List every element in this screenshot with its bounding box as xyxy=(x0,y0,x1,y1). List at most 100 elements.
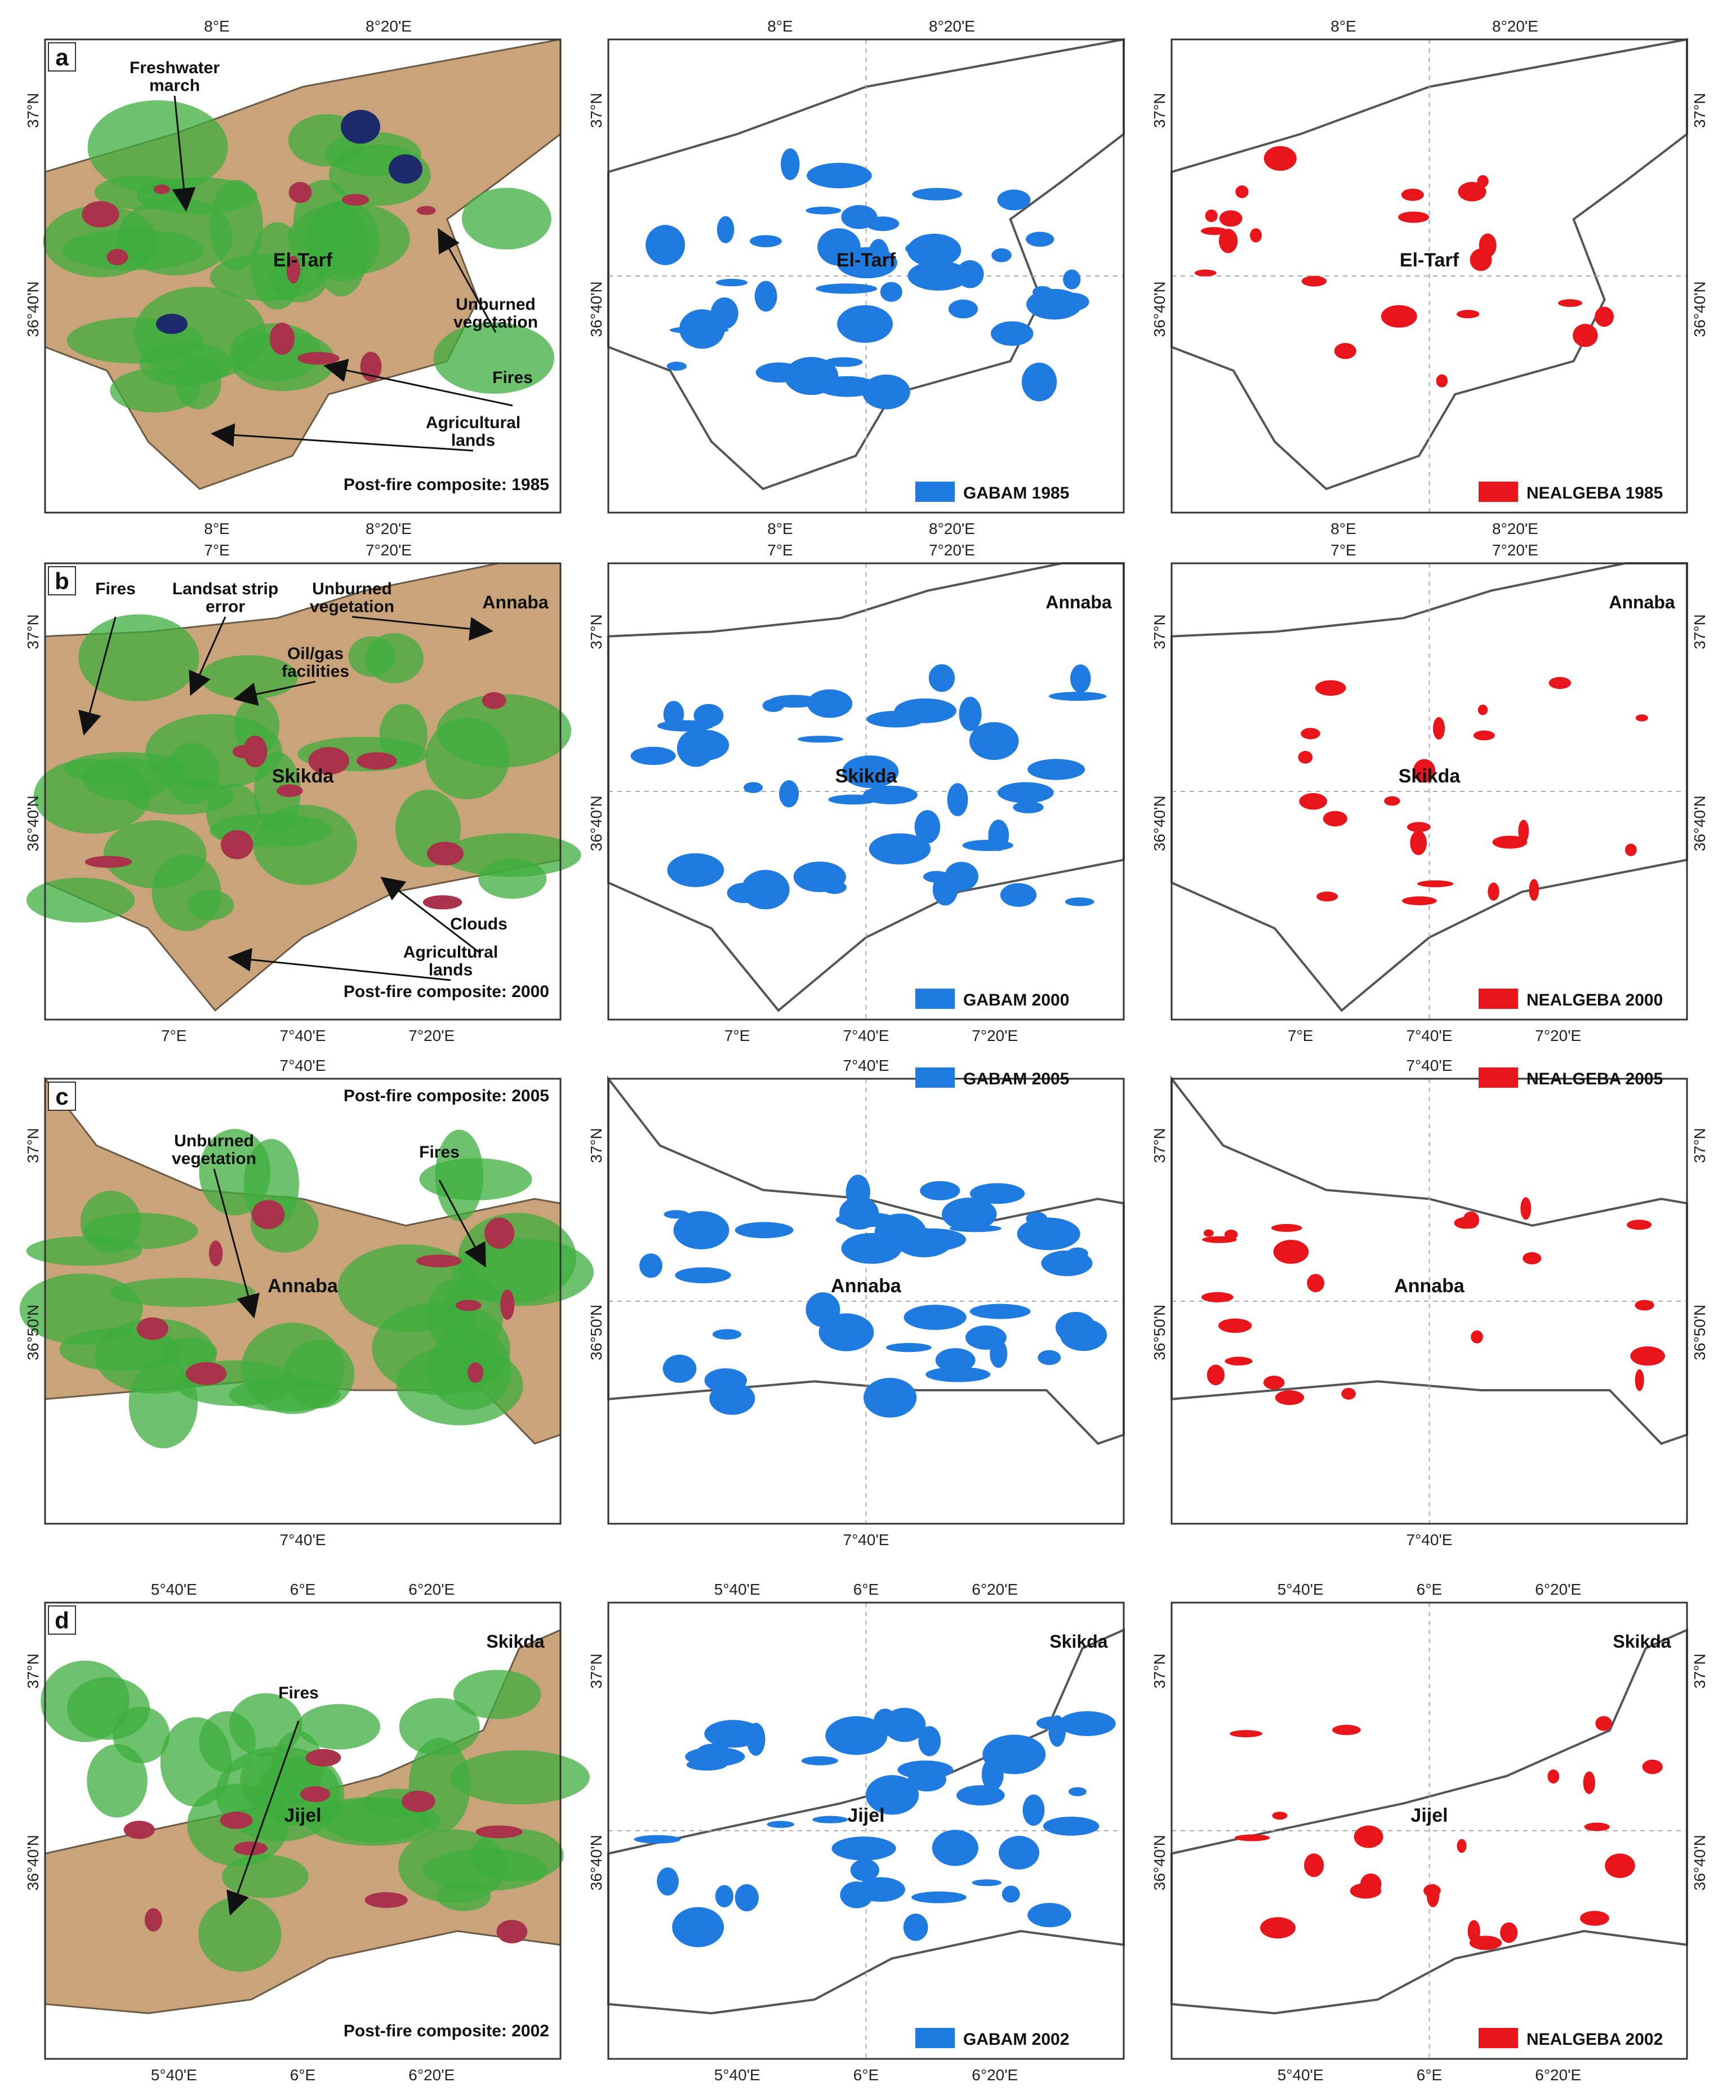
place-label: El-Tarf xyxy=(1400,250,1459,271)
burned-patch xyxy=(831,1836,896,1861)
vegetation-patch xyxy=(198,1896,282,1972)
annotation-arrow xyxy=(189,616,226,696)
burned-patch xyxy=(1407,822,1431,833)
burn-scar xyxy=(401,1790,435,1812)
panel-letter-box xyxy=(48,42,76,72)
burned-patch xyxy=(1384,796,1400,806)
burned-patch xyxy=(1523,1252,1542,1265)
vegetation-patch xyxy=(372,1302,510,1395)
burned-patch xyxy=(754,281,777,312)
annotation-label-line: Fires xyxy=(419,1143,460,1162)
burned-patch xyxy=(662,1354,697,1383)
burned-patch xyxy=(1271,1223,1302,1232)
x-tick-label-top: 5°40'E xyxy=(1277,1581,1324,1598)
burned-patch xyxy=(767,1821,795,1828)
x-tick-label-top: 5°40'E xyxy=(714,1581,760,1598)
burned-patch xyxy=(816,283,878,294)
y-tick-label-right: 37°N xyxy=(1691,93,1708,128)
burn-scar xyxy=(232,745,255,759)
vegetation-patch xyxy=(109,1278,255,1307)
burn-scar xyxy=(342,194,370,206)
x-tick-label-top: 7°20'E xyxy=(929,541,975,559)
vegetation-patch xyxy=(461,188,551,250)
vegetation-patch xyxy=(26,878,135,923)
place-label: El-Tarf xyxy=(836,250,896,271)
gabam-panel-d: Jijel Skikda GABAM 2002 xyxy=(607,1601,1125,2060)
burn-scar xyxy=(364,1892,408,1908)
composite-panel-a: a El-Tarf Post-fire composite: 1985 Freshwa… xyxy=(43,38,562,514)
map-frame xyxy=(607,1078,1125,1525)
y-tick-label-right: 37°N xyxy=(1691,1653,1708,1689)
y-tick-label-left: 37°N xyxy=(587,614,605,649)
burn-scar xyxy=(455,1300,482,1311)
annotation-label-line: lands xyxy=(451,431,495,450)
burned-patch xyxy=(822,880,847,894)
annotation-label-line: error xyxy=(206,598,245,616)
burned-patch xyxy=(972,1879,1001,1887)
secondary-place-label: Annaba xyxy=(482,592,549,612)
annotation-label: Fires xyxy=(95,580,136,598)
burned-patch xyxy=(1038,1350,1061,1365)
burned-patch xyxy=(1063,269,1081,290)
burned-patch xyxy=(1401,188,1424,201)
y-tick-label-left: 36°40'N xyxy=(587,795,605,851)
vegetation-patch xyxy=(33,758,150,834)
burn-scar xyxy=(220,1812,253,1829)
burned-patch xyxy=(1458,181,1486,202)
legend-swatch xyxy=(915,482,955,502)
vegetation-patch xyxy=(87,1744,148,1818)
burned-patch xyxy=(1605,1853,1635,1878)
burned-patch xyxy=(634,1835,681,1844)
y-tick-label-left: 37°N xyxy=(587,1653,605,1689)
legend-swatch xyxy=(915,989,955,1009)
burned-patch xyxy=(1520,1197,1532,1220)
vegetation-patch xyxy=(26,1236,142,1266)
burned-patch xyxy=(1060,1319,1107,1351)
map-frame xyxy=(1170,1078,1688,1525)
annotation-arrow xyxy=(438,228,497,333)
vegetation-patch xyxy=(450,1750,590,1805)
axis-ticks-c-2: 7°40'E 7°40'E 37°N 37°N 36°50'N 36°50'N xyxy=(1151,1057,1708,1549)
burned-patch xyxy=(1323,811,1348,827)
burned-patch xyxy=(675,1267,731,1284)
burned-patch xyxy=(1332,1724,1361,1736)
x-tick-label-bottom: 7°20'E xyxy=(408,1027,455,1044)
x-tick-label-top: 7°E xyxy=(1330,541,1356,559)
burned-patch xyxy=(842,755,899,788)
burned-patch xyxy=(1301,275,1327,287)
vegetation-patch xyxy=(229,1693,302,1757)
x-tick-label-top: 6°E xyxy=(1417,1581,1442,1598)
burned-patch xyxy=(1263,146,1297,171)
burned-patch xyxy=(818,1313,874,1351)
burned-patch xyxy=(657,1867,679,1896)
burned-patch xyxy=(1218,1318,1252,1333)
y-tick-label-left: 36°40'N xyxy=(24,1835,42,1890)
y-tick-label-left: 37°N xyxy=(587,1128,605,1163)
vegetation-patch xyxy=(165,742,220,804)
axis-ticks-d-1: 5°40'E 6°E 6°20'E 5°40'E 6°E 6°20'E 37°N 36°40'… xyxy=(587,1581,1018,2084)
burned-patch xyxy=(997,189,1031,211)
x-tick-label-top: 7°E xyxy=(767,541,793,559)
y-tick-label-left: 36°40'N xyxy=(587,281,605,337)
x-tick-label-bottom: 5°40'E xyxy=(714,2066,760,2084)
axis-ticks-d-0: 5°40'E 6°E 6°20'E 5°40'E 6°E 6°20'E 37°N 36°40'… xyxy=(24,1581,455,2084)
burned-patch xyxy=(874,1213,927,1252)
burned-patch xyxy=(866,216,900,232)
burned-patch xyxy=(956,260,984,288)
burn-scar xyxy=(297,352,340,365)
burned-patch xyxy=(1436,374,1448,388)
burned-patch xyxy=(824,357,863,367)
x-tick-label-top: 6°20'E xyxy=(1535,1581,1581,1598)
y-tick-label-left: 37°N xyxy=(24,614,42,649)
burned-patch xyxy=(1417,880,1454,888)
y-tick-label-left: 37°N xyxy=(1151,614,1168,649)
burned-patch xyxy=(1299,793,1328,810)
lake xyxy=(341,110,380,144)
burned-patch xyxy=(715,1885,734,1908)
burned-patch xyxy=(903,1305,967,1330)
burned-patch xyxy=(1635,1300,1654,1311)
burned-patch xyxy=(1470,248,1492,272)
burned-patch xyxy=(779,780,799,808)
axis-ticks-c-0: 7°40'E 7°40'E 37°N 36°50'N xyxy=(24,1057,326,1549)
